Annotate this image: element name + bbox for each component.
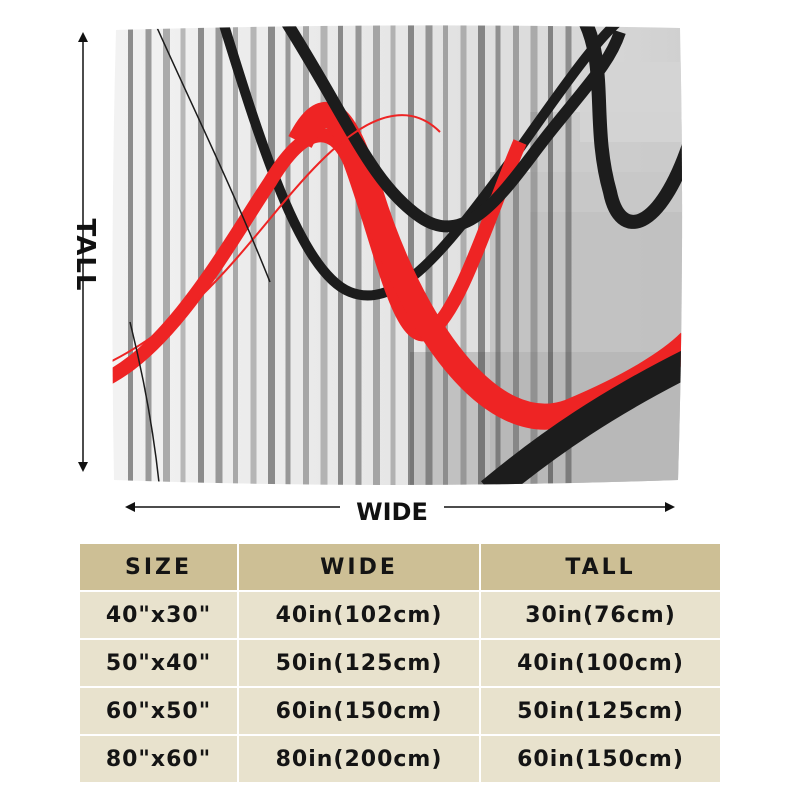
header-wide: WIDE (238, 544, 481, 592)
size-cell: 40"x30" (80, 591, 239, 640)
tall-dimension-arrow (78, 32, 88, 472)
size-cell: 80"x60" (80, 735, 239, 784)
blanket-artwork (112, 25, 683, 486)
tall-cell: 50in(125cm) (480, 687, 720, 736)
tall-label: TALL (70, 218, 100, 292)
blanket-image (110, 22, 685, 487)
header-tall: TALL (480, 544, 720, 592)
size-cell: 60"x50" (80, 687, 239, 736)
wide-cell: 40in(102cm) (238, 591, 481, 640)
table-row: 60"x50" 60in(150cm) 50in(125cm) (80, 687, 720, 736)
wide-cell: 80in(200cm) (238, 735, 481, 784)
table-row: 80"x60" 80in(200cm) 60in(150cm) (80, 735, 720, 784)
tall-cell: 40in(100cm) (480, 639, 720, 688)
tall-cell: 30in(76cm) (480, 591, 720, 640)
table-row: 40"x30" 40in(102cm) 30in(76cm) (80, 591, 720, 640)
header-size: SIZE (80, 544, 239, 592)
tall-cell: 60in(150cm) (480, 735, 720, 784)
table-header-row: SIZE WIDE TALL (80, 544, 720, 592)
wide-label: WIDE (340, 496, 444, 528)
wide-cell: 50in(125cm) (238, 639, 481, 688)
size-table: SIZE WIDE TALL 40"x30" 40in(102cm) 30in(… (80, 544, 720, 784)
size-cell: 50"x40" (80, 639, 239, 688)
table-row: 50"x40" 50in(125cm) 40in(100cm) (80, 639, 720, 688)
wide-cell: 60in(150cm) (238, 687, 481, 736)
